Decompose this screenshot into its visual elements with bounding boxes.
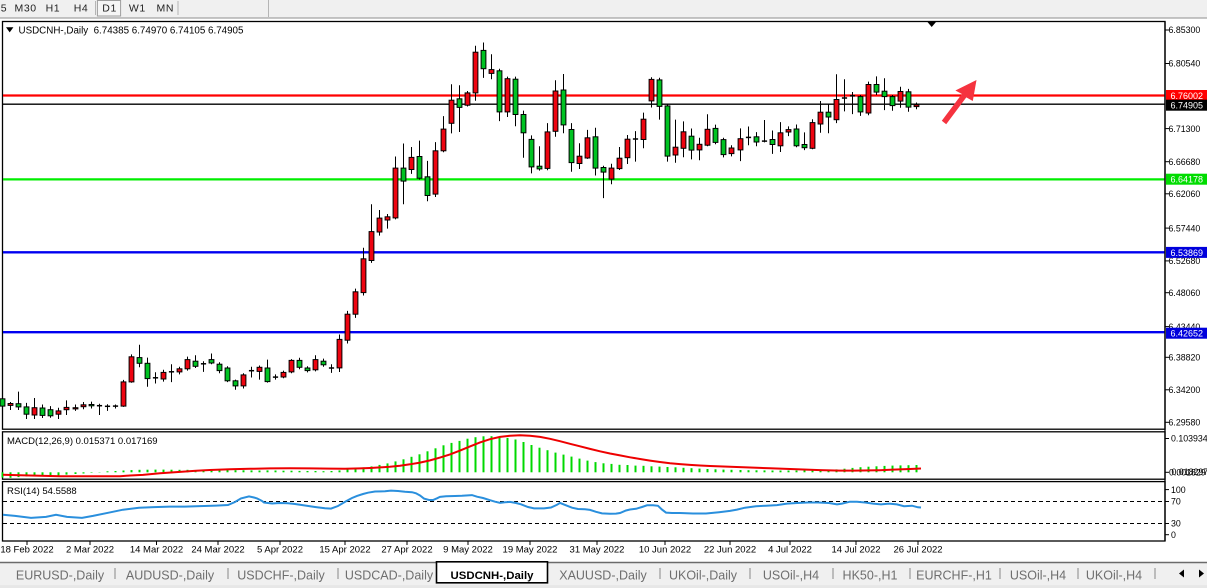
svg-text:W1: W1 (129, 3, 146, 15)
svg-text:AUDUSD-,Daily: AUDUSD-,Daily (126, 569, 215, 583)
svg-text:6.38820: 6.38820 (1169, 353, 1201, 363)
svg-text:5: 5 (1, 3, 7, 15)
svg-text:USDCAD-,Daily: USDCAD-,Daily (345, 569, 434, 583)
svg-text:UKOil-,H4: UKOil-,H4 (1086, 569, 1142, 583)
svg-text:6.71300: 6.71300 (1169, 124, 1201, 134)
svg-text:6.80540: 6.80540 (1169, 59, 1201, 69)
svg-text:10 Jun 2022: 10 Jun 2022 (639, 545, 691, 556)
svg-text:0.001829: 0.001829 (1169, 468, 1206, 478)
svg-text:4 Jul 2022: 4 Jul 2022 (768, 545, 812, 556)
svg-text:24 Mar 2022: 24 Mar 2022 (191, 545, 244, 556)
svg-text:6.53869: 6.53869 (1171, 248, 1204, 258)
svg-text:14 Jul 2022: 14 Jul 2022 (831, 545, 880, 556)
svg-text:6.43440: 6.43440 (1169, 322, 1201, 332)
svg-text:USDCNH-,Daily 6.74385 6.74970: USDCNH-,Daily 6.74385 6.74970 6.74105 6.… (19, 26, 244, 37)
svg-text:6.74905: 6.74905 (1171, 101, 1204, 111)
svg-text:H4: H4 (74, 3, 89, 15)
svg-text:6.66680: 6.66680 (1169, 157, 1201, 167)
svg-text:2 Mar 2022: 2 Mar 2022 (66, 545, 114, 556)
svg-text:XAUUSD-,Daily: XAUUSD-,Daily (559, 569, 647, 583)
svg-text:EURCHF-,H1: EURCHF-,H1 (916, 569, 992, 583)
svg-text:USOil-,H4: USOil-,H4 (1010, 569, 1066, 583)
svg-text:18 Feb 2022: 18 Feb 2022 (0, 545, 53, 556)
svg-text:6.85300: 6.85300 (1169, 25, 1201, 35)
svg-text:MACD(12,26,9) 0.015371 0.01716: MACD(12,26,9) 0.015371 0.017169 (7, 436, 158, 447)
svg-text:H1: H1 (46, 3, 61, 15)
svg-text:9 May 2022: 9 May 2022 (443, 545, 493, 556)
svg-text:19 May 2022: 19 May 2022 (503, 545, 558, 556)
svg-text:0: 0 (1171, 530, 1176, 540)
svg-text:6.62060: 6.62060 (1169, 189, 1201, 199)
svg-text:0.018297: 0.018297 (1172, 467, 1207, 477)
svg-text:14 Mar 2022: 14 Mar 2022 (130, 545, 183, 556)
svg-text:31 May 2022: 31 May 2022 (570, 545, 625, 556)
svg-text:USDCNH-,Daily: USDCNH-,Daily (451, 570, 535, 582)
svg-text:15 Apr 2022: 15 Apr 2022 (319, 545, 370, 556)
svg-text:26 Jul 2022: 26 Jul 2022 (893, 545, 942, 556)
svg-text:HK50-,H1: HK50-,H1 (843, 569, 898, 583)
svg-text:USOil-,H4: USOil-,H4 (763, 569, 819, 583)
svg-text:6.29580: 6.29580 (1169, 418, 1201, 428)
svg-text:UKOil-,Daily: UKOil-,Daily (669, 569, 738, 583)
svg-text:27 Apr 2022: 27 Apr 2022 (381, 545, 432, 556)
svg-text:6.42652: 6.42652 (1171, 329, 1204, 339)
svg-text:6.48060: 6.48060 (1169, 288, 1201, 298)
svg-text:70: 70 (1171, 497, 1181, 507)
svg-text:USDCHF-,Daily: USDCHF-,Daily (237, 569, 325, 583)
svg-text:EURUSD-,Daily: EURUSD-,Daily (16, 569, 105, 583)
svg-text:0.103934: 0.103934 (1171, 434, 1207, 444)
svg-text:6.34200: 6.34200 (1169, 385, 1201, 395)
svg-text:100: 100 (1171, 485, 1186, 495)
svg-text:5 Apr 2022: 5 Apr 2022 (257, 545, 303, 556)
svg-text:22 Jun 2022: 22 Jun 2022 (704, 545, 756, 556)
svg-text:30: 30 (1171, 519, 1181, 529)
svg-text:RSI(14) 54.5588: RSI(14) 54.5588 (7, 486, 77, 497)
svg-text:D1: D1 (102, 3, 117, 15)
svg-text:6.52680: 6.52680 (1169, 256, 1201, 266)
svg-text:6.57440: 6.57440 (1169, 223, 1201, 233)
svg-text:6.64178: 6.64178 (1171, 175, 1204, 185)
svg-text:6.76002: 6.76002 (1171, 91, 1204, 101)
svg-text:M30: M30 (14, 3, 36, 15)
svg-text:MN: MN (157, 3, 175, 15)
